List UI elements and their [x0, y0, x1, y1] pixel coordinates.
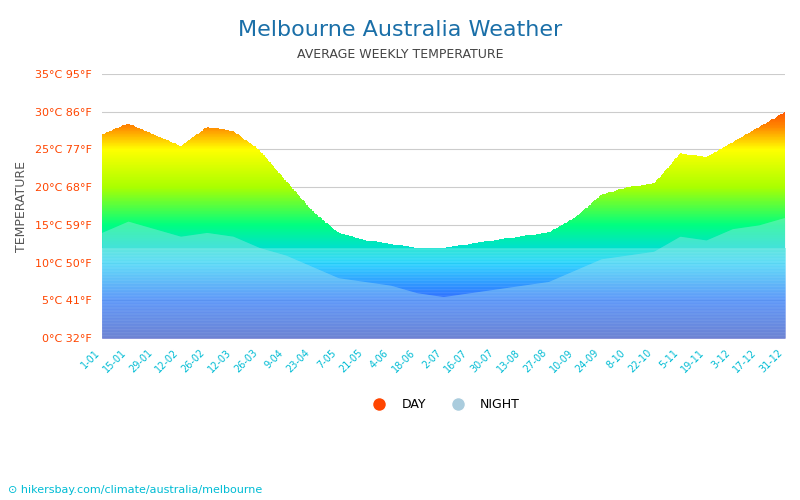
Text: Melbourne Australia Weather: Melbourne Australia Weather	[238, 20, 562, 40]
Text: AVERAGE WEEKLY TEMPERATURE: AVERAGE WEEKLY TEMPERATURE	[297, 48, 503, 60]
Text: ⊙ hikersbay.com/climate/australia/melbourne: ⊙ hikersbay.com/climate/australia/melbou…	[8, 485, 262, 495]
Legend: DAY, NIGHT: DAY, NIGHT	[362, 394, 525, 416]
Y-axis label: TEMPERATURE: TEMPERATURE	[15, 160, 28, 252]
